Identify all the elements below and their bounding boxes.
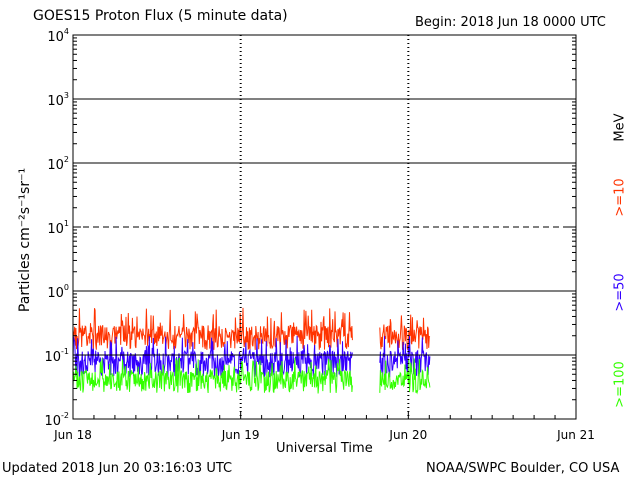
y-axis-label: Particles cm⁻²s⁻¹sr⁻¹ bbox=[17, 167, 33, 313]
x-tick-label: Jun 19 bbox=[221, 428, 260, 442]
chart-title: GOES15 Proton Flux (5 minute data) bbox=[33, 8, 288, 24]
axis-layer: 10-2 10-1 100 101 102 103 104 Jun 18 Jun 19 Jun 2… bbox=[44, 27, 594, 442]
series-line-50 bbox=[72, 335, 353, 378]
y-tick-label: 104 bbox=[47, 27, 69, 45]
x-tick-label: Jun 21 bbox=[556, 428, 595, 442]
x-tick-label: Jun 18 bbox=[53, 428, 92, 442]
series-layer bbox=[72, 307, 431, 395]
series-line-10 bbox=[72, 307, 353, 351]
series-line-100 bbox=[72, 357, 353, 394]
legend-label-50: >=50 bbox=[612, 273, 628, 312]
series-line-50 bbox=[379, 336, 431, 378]
begin-label: Begin: 2018 Jun 18 0000 UTC bbox=[415, 15, 606, 30]
y-tick-label: 10-2 bbox=[44, 411, 69, 429]
series-line-100 bbox=[379, 358, 431, 395]
series-line-10 bbox=[379, 314, 431, 350]
grid-layer bbox=[73, 35, 576, 419]
legend-label-100: >=100 bbox=[612, 361, 628, 408]
legend-label-10: >=10 bbox=[612, 178, 628, 217]
y-tick-label: 101 bbox=[47, 219, 69, 237]
y-tick-label: 10-1 bbox=[44, 347, 69, 365]
updated-timestamp: Updated 2018 Jun 20 03:16:03 UTC bbox=[2, 461, 233, 476]
x-axis-label: Universal Time bbox=[276, 441, 373, 456]
y-tick-label: 103 bbox=[47, 91, 69, 109]
x-tick-label: Jun 20 bbox=[388, 428, 427, 442]
credit-label: NOAA/SWPC Boulder, CO USA bbox=[426, 461, 620, 476]
y-tick-label: 102 bbox=[47, 155, 69, 173]
y-tick-label: 100 bbox=[47, 283, 69, 301]
